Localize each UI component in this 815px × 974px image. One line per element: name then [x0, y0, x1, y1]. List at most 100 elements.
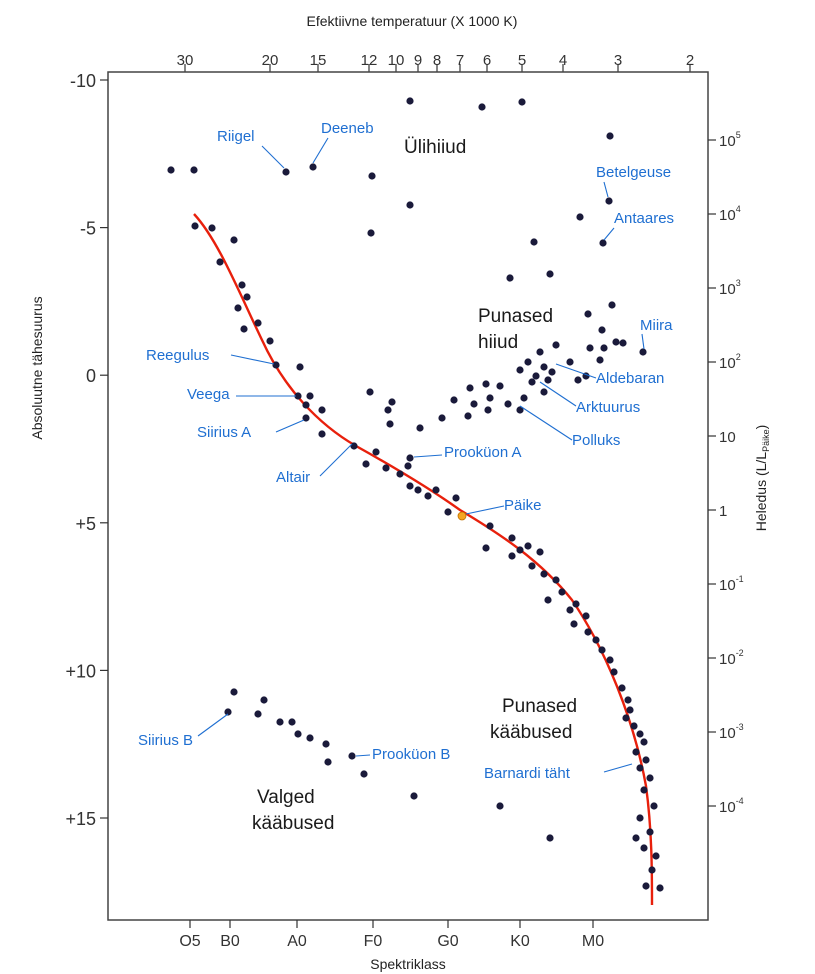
star-point-140 — [360, 770, 368, 778]
star-point-8 — [368, 172, 376, 180]
star-point-25 — [584, 310, 592, 318]
star-point-57 — [318, 406, 326, 414]
star-point-53 — [482, 380, 490, 388]
star-point-26 — [254, 319, 262, 327]
leader-line-13 — [465, 505, 505, 515]
star-point-34 — [639, 348, 647, 356]
star-point-136 — [306, 734, 314, 742]
right-tick-exp-1: 4 — [736, 204, 741, 214]
top-axis-title: Efektiivne temperatuur (X 1000 K) — [307, 13, 518, 29]
star-point-16 — [230, 236, 238, 244]
star-point-40 — [596, 356, 604, 364]
right-tick-label-0: 105 — [719, 130, 741, 150]
star-point-112 — [630, 722, 638, 730]
right-tick-base-4: 10 — [719, 429, 736, 446]
star-point-37 — [524, 358, 532, 366]
left-tick-label-3: +5 — [75, 514, 96, 534]
label-leaders — [197, 137, 645, 773]
star-point-137 — [322, 740, 330, 748]
star-point-101 — [582, 612, 590, 620]
top-tick-label-1: 20 — [262, 52, 279, 69]
leader-line-5 — [230, 354, 275, 365]
left-tick-label-2: 0 — [86, 366, 96, 386]
bottom-axis: O5 B0 A0 F0 G0 K0 M0 — [179, 920, 604, 950]
right-tick-exp-7: -2 — [736, 648, 744, 658]
star-point-114 — [640, 738, 648, 746]
right-tick-label-6: 10-1 — [719, 574, 744, 594]
right-tick-exp-8: -3 — [736, 722, 744, 732]
star-point-51 — [306, 392, 314, 400]
top-tick-label-5: 9 — [414, 52, 422, 69]
leader-line-16 — [603, 763, 633, 773]
star-point-83 — [424, 492, 432, 500]
top-tick-label-11: 3 — [614, 52, 622, 69]
star-point-5 — [190, 166, 198, 174]
star-point-54 — [466, 384, 474, 392]
bottom-axis-title: Spektriklass — [370, 956, 445, 972]
top-tick-label-6: 8 — [433, 52, 441, 69]
star-point-47 — [528, 378, 536, 386]
right-axis-title-main: Heledus (L/L — [753, 452, 769, 532]
star-label-siirius-b: Siirius B — [138, 732, 193, 749]
star-point-91 — [524, 542, 532, 550]
leader-line-12 — [319, 443, 353, 477]
star-point-115 — [632, 748, 640, 756]
star-point-44 — [532, 372, 540, 380]
star-label-deeneb: Deeneb — [321, 120, 374, 137]
star-label-antaares: Antaares — [614, 210, 674, 227]
star-point-126 — [648, 866, 656, 874]
star-label-prookuon-a: Prooküon A — [444, 444, 522, 461]
bottom-tick-label-1: B0 — [220, 933, 240, 950]
star-point-125 — [652, 852, 660, 860]
star-point-134 — [288, 718, 296, 726]
star-label-miira: Miira — [640, 317, 673, 334]
star-point-2 — [518, 98, 526, 106]
star-point-93 — [508, 552, 516, 560]
star-label-barnardi-taht: Barnardi täht — [484, 765, 571, 782]
right-axis-title: Heledus (L/LPäike) — [753, 425, 771, 532]
star-point-123 — [632, 834, 640, 842]
star-point-104 — [592, 636, 600, 644]
right-tick-exp-9: -4 — [736, 796, 744, 806]
star-point-23 — [608, 301, 616, 309]
bottom-tick-label-2: A0 — [287, 933, 307, 950]
left-tick-label-0: -10 — [70, 71, 96, 91]
star-point-88 — [508, 534, 516, 542]
star-label-siirius-a: Siirius A — [197, 424, 251, 441]
star-point-41 — [272, 361, 280, 369]
star-point-121 — [636, 814, 644, 822]
right-tick-label-7: 10-2 — [719, 648, 744, 668]
right-tick-base-0: 10 — [719, 133, 736, 150]
right-tick-exp-6: -1 — [736, 574, 744, 584]
star-point-58 — [388, 398, 396, 406]
star-point-119 — [640, 786, 648, 794]
star-point-90 — [516, 546, 524, 554]
top-tick-label-12: 2 — [686, 52, 694, 69]
star-label-altair: Altair — [276, 469, 310, 486]
region-label-punased-kaabused-2: kääbused — [490, 722, 572, 743]
star-label-arktuurus: Arktuurus — [576, 399, 640, 416]
star-labels: Riigel Deeneb Betelgeuse Antaares Miira … — [138, 120, 674, 782]
star-point-99 — [572, 600, 580, 608]
star-point-105 — [598, 646, 606, 654]
star-point-20 — [506, 274, 514, 282]
leader-line-11 — [413, 454, 443, 458]
star-point-36 — [536, 348, 544, 356]
star-point-63 — [540, 388, 548, 396]
star-label-betelgeuse: Betelgeuse — [596, 164, 671, 181]
star-point-21 — [238, 281, 246, 289]
star-point-141 — [410, 792, 418, 800]
top-tick-label-0: 30 — [177, 52, 194, 69]
star-point-48 — [544, 376, 552, 384]
main-sequence-curve — [193, 213, 654, 906]
region-label-ulihiiud: Ülihiiud — [404, 137, 466, 158]
star-label-polluks: Polluks — [572, 432, 620, 449]
star-point-84 — [432, 486, 440, 494]
star-point-49 — [574, 376, 582, 384]
star-point-80 — [404, 462, 412, 470]
star-point-109 — [624, 696, 632, 704]
leader-line-3 — [603, 227, 615, 241]
star-point-127 — [642, 882, 650, 890]
star-point-71 — [438, 414, 446, 422]
region-label-punased-kaabused-1: Punased — [502, 696, 577, 717]
